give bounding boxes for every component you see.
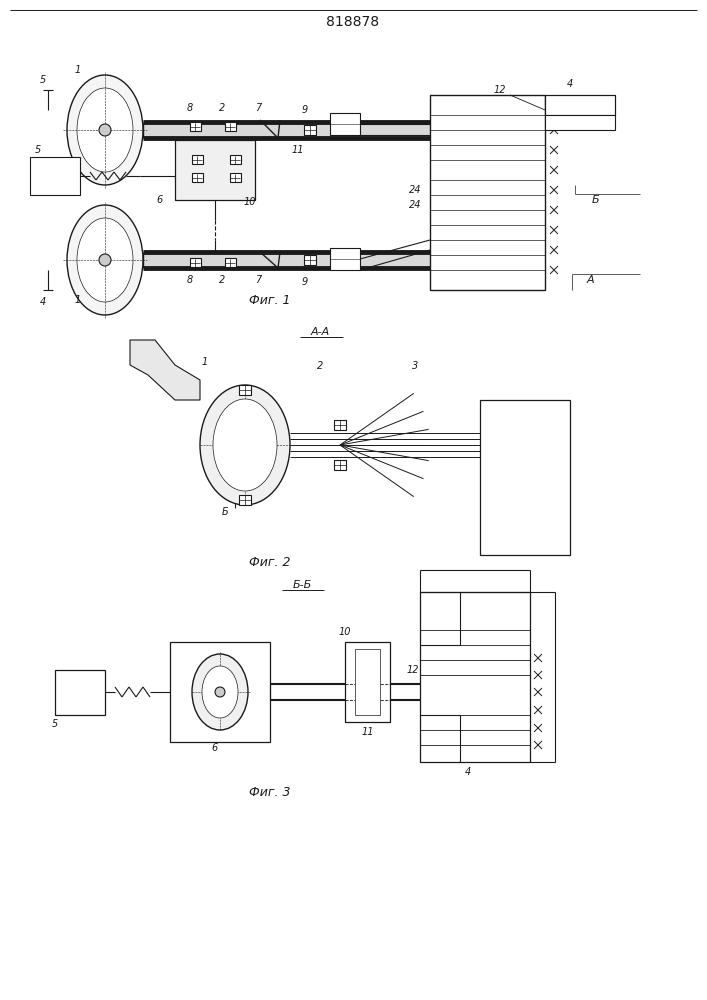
Text: 818878: 818878	[327, 15, 380, 29]
Bar	[430, 95, 545, 290]
Text: 2: 2	[219, 103, 225, 113]
Ellipse shape	[67, 205, 143, 315]
Text: 5: 5	[52, 719, 58, 729]
Bar	[30, 157, 80, 195]
Bar	[225, 258, 236, 267]
Text: 4: 4	[465, 767, 471, 777]
Bar	[304, 255, 316, 265]
Bar	[480, 400, 570, 555]
Bar	[239, 385, 251, 395]
Text: Фиг. 2: Фиг. 2	[250, 556, 291, 568]
Text: Фиг. 3: Фиг. 3	[250, 786, 291, 798]
Bar	[190, 258, 201, 267]
Text: 12: 12	[407, 665, 419, 675]
Text: 12: 12	[493, 85, 506, 95]
Ellipse shape	[192, 654, 248, 730]
Bar	[143, 252, 430, 268]
Text: Б: Б	[221, 507, 228, 517]
Text: 11: 11	[362, 727, 374, 737]
Text: 11: 11	[292, 145, 304, 155]
Text: 6: 6	[212, 743, 218, 753]
Polygon shape	[130, 340, 200, 400]
Bar	[345, 642, 390, 722]
Ellipse shape	[200, 385, 290, 505]
Ellipse shape	[202, 666, 238, 718]
Bar	[545, 95, 615, 115]
Bar	[230, 173, 241, 182]
Bar	[330, 248, 360, 270]
Bar	[230, 155, 241, 164]
Bar	[192, 173, 203, 182]
Bar	[55, 670, 105, 715]
Text: 8: 8	[187, 103, 193, 113]
Text: Б: Б	[591, 195, 599, 205]
Text: 1: 1	[75, 295, 81, 305]
Text: 1: 1	[202, 357, 208, 367]
Text: 4: 4	[40, 297, 46, 307]
Bar	[355, 649, 380, 715]
Circle shape	[215, 687, 225, 697]
Bar	[190, 122, 201, 131]
Text: Фиг. 1: Фиг. 1	[250, 294, 291, 306]
Text: 9: 9	[302, 277, 308, 287]
Bar	[192, 155, 203, 164]
Text: 5: 5	[40, 75, 46, 85]
Text: 10: 10	[244, 197, 256, 207]
Text: 24: 24	[409, 200, 421, 210]
Text: 8: 8	[187, 275, 193, 285]
Text: А-А: А-А	[310, 327, 329, 337]
Text: 5: 5	[35, 145, 41, 155]
Text: 6: 6	[157, 195, 163, 205]
Text: 1: 1	[75, 65, 81, 75]
Text: А: А	[586, 275, 594, 285]
Text: 7: 7	[255, 275, 261, 285]
Bar	[330, 113, 360, 135]
Text: 9: 9	[302, 105, 308, 115]
Circle shape	[99, 254, 111, 266]
Text: 7: 7	[255, 103, 261, 113]
Bar	[334, 460, 346, 470]
Text: 2: 2	[317, 361, 323, 371]
Ellipse shape	[213, 399, 277, 491]
Circle shape	[99, 124, 111, 136]
Text: Б-Б: Б-Б	[293, 580, 312, 590]
Text: 3: 3	[412, 361, 418, 371]
Bar	[239, 495, 251, 505]
Ellipse shape	[77, 88, 133, 172]
Bar	[545, 115, 615, 130]
Ellipse shape	[67, 75, 143, 185]
Bar	[143, 122, 430, 138]
Bar	[334, 420, 346, 430]
Bar	[420, 592, 530, 762]
Bar	[225, 122, 236, 131]
Bar	[175, 140, 255, 200]
Text: 2: 2	[219, 275, 225, 285]
Text: 10: 10	[339, 627, 351, 637]
Ellipse shape	[77, 218, 133, 302]
Text: 24: 24	[409, 185, 421, 195]
Bar	[304, 125, 316, 135]
Bar	[170, 642, 270, 742]
Text: 4: 4	[567, 79, 573, 89]
